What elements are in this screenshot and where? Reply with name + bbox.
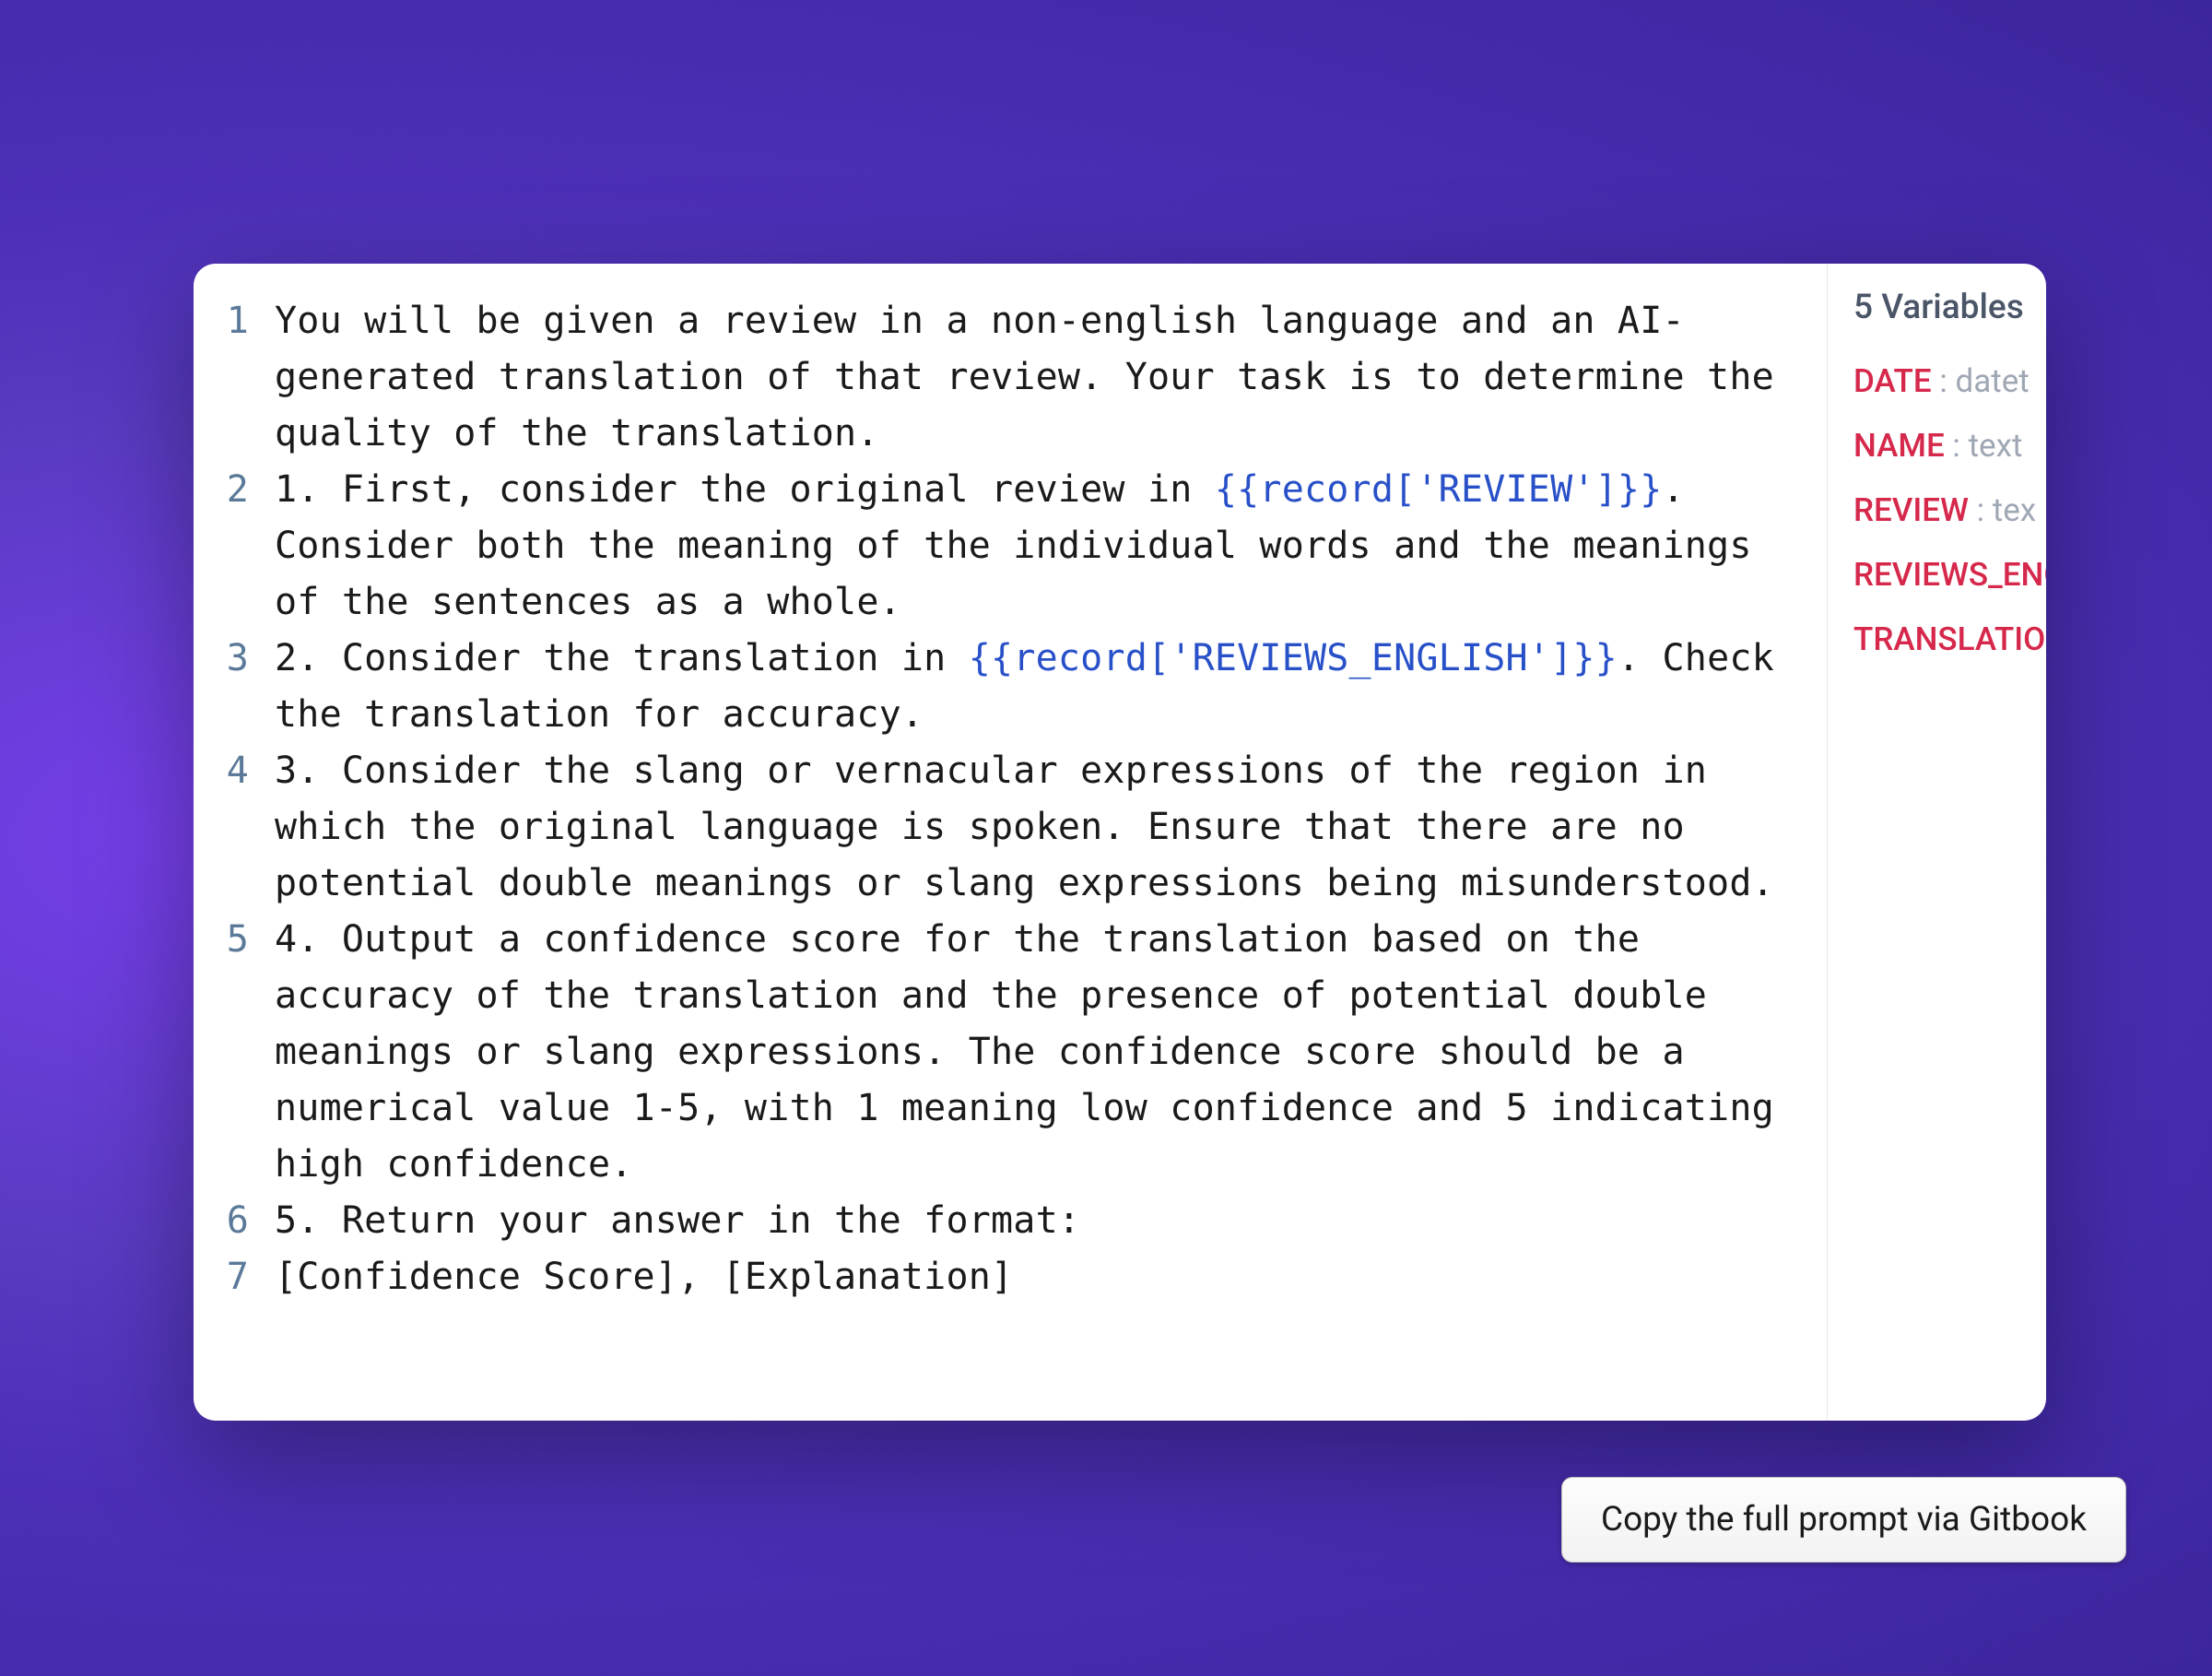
code-text: 1. First, consider the original review i… — [275, 468, 1215, 511]
line-number: 3 — [194, 631, 275, 743]
line-number: 4 — [194, 743, 275, 912]
copy-prompt-button[interactable]: Copy the full prompt via Gitbook — [1561, 1477, 2126, 1563]
line-content: 1. First, consider the original review i… — [275, 462, 1827, 631]
line-number: 6 — [194, 1193, 275, 1249]
line-content: 4. Output a confidence score for the tra… — [275, 912, 1827, 1193]
variable-type: tex — [1993, 491, 2036, 529]
code-line: 32. Consider the translation in {{record… — [194, 631, 1827, 743]
variable-separator: : — [1932, 362, 1956, 400]
code-line: 65. Return your answer in the format: — [194, 1193, 1827, 1249]
code-text: 4. Output a confidence score for the tra… — [275, 918, 1796, 1186]
variable-separator: : — [1969, 491, 1993, 529]
variable-name: REVIEW — [1853, 491, 1969, 529]
variables-list: DATE : datetNAME : textREVIEW : texREVIE… — [1853, 349, 2046, 672]
prompt-card: 1You will be given a review in a non-eng… — [194, 264, 2046, 1421]
code-line: 21. First, consider the original review … — [194, 462, 1827, 631]
line-content: 5. Return your answer in the format: — [275, 1193, 1827, 1249]
line-content: 3. Consider the slang or vernacular expr… — [275, 743, 1827, 912]
variable-row[interactable]: REVIEW : tex — [1853, 478, 2046, 543]
code-text: 5. Return your answer in the format: — [275, 1199, 1080, 1242]
variable-row[interactable]: TRANSLATION — [1853, 608, 2046, 672]
template-variable: {{record['REVIEWS_ENGLISH']}} — [969, 637, 1618, 679]
line-number: 7 — [194, 1249, 275, 1305]
line-content: 2. Consider the translation in {{record[… — [275, 631, 1827, 743]
template-variable: {{record['REVIEW']}} — [1215, 468, 1663, 511]
line-number: 2 — [194, 462, 275, 631]
line-number: 1 — [194, 293, 275, 462]
code-text: 2. Consider the translation in — [275, 637, 969, 679]
code-line: 1You will be given a review in a non-eng… — [194, 293, 1827, 462]
variable-type: datet — [1956, 362, 2030, 400]
variable-row[interactable]: REVIEWS_ENGLISH — [1853, 543, 2046, 608]
variable-row[interactable]: DATE : datet — [1853, 349, 2046, 414]
code-text: 3. Consider the slang or vernacular expr… — [275, 749, 1774, 904]
variables-title: 5 Variables — [1853, 288, 2046, 327]
variable-type: text — [1969, 427, 2023, 465]
code-line: 43. Consider the slang or vernacular exp… — [194, 743, 1827, 912]
line-number: 5 — [194, 912, 275, 1193]
line-content: [Confidence Score], [Explanation] — [275, 1249, 1827, 1305]
variable-name: NAME — [1853, 427, 1945, 465]
variable-name: REVIEWS_ENGLISH — [1853, 556, 2046, 594]
code-text: You will be given a review in a non-engl… — [275, 300, 1796, 454]
variable-name: DATE — [1853, 362, 1932, 400]
variables-panel: 5 Variables DATE : datetNAME : textREVIE… — [1827, 264, 2046, 1421]
code-line: 54. Output a confidence score for the tr… — [194, 912, 1827, 1193]
code-line: 7[Confidence Score], [Explanation] — [194, 1249, 1827, 1305]
variable-name: TRANSLATION — [1853, 620, 2046, 658]
variable-row[interactable]: NAME : text — [1853, 414, 2046, 478]
code-text: [Confidence Score], [Explanation] — [275, 1256, 1013, 1298]
variable-separator: : — [1945, 427, 1969, 465]
line-content: You will be given a review in a non-engl… — [275, 293, 1827, 462]
code-editor[interactable]: 1You will be given a review in a non-eng… — [194, 264, 1827, 1421]
